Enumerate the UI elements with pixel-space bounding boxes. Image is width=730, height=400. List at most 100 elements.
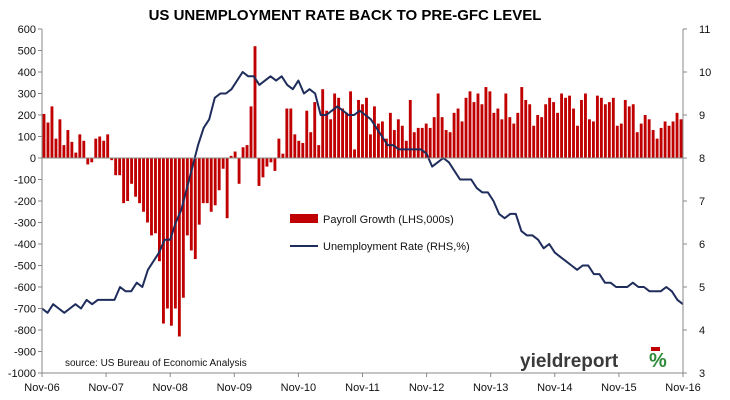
payroll-bar [46, 122, 50, 158]
payroll-bar [273, 158, 277, 171]
right-tick-label: 8 [699, 153, 705, 165]
payroll-bar [337, 97, 341, 158]
payroll-bar [261, 158, 265, 178]
payroll-bar [165, 158, 169, 309]
payroll-bar [265, 158, 269, 167]
payroll-bar [293, 134, 297, 158]
payroll-bar [611, 97, 615, 158]
left-tick-label: 300 [18, 89, 36, 101]
payroll-bar [504, 93, 508, 158]
payroll-bar [416, 127, 420, 158]
payroll-bar [651, 130, 655, 158]
payroll-bar [185, 158, 189, 236]
payroll-bar [90, 158, 94, 163]
right-tick-label: 10 [699, 67, 711, 79]
payroll-bar [556, 112, 560, 158]
left-tick-label: 200 [18, 110, 36, 122]
payroll-bar [436, 93, 440, 158]
left-tick-label: 400 [18, 67, 36, 79]
payroll-bar [635, 132, 639, 158]
payroll-bar [70, 141, 74, 159]
payroll-bar [464, 97, 468, 158]
payroll-bar [448, 132, 452, 158]
payroll-bar [209, 158, 213, 212]
payroll-bar [317, 145, 321, 158]
payroll-bar [142, 158, 145, 212]
right-tick-label: 4 [699, 325, 705, 337]
payroll-bar [532, 125, 536, 158]
payroll-bar [663, 121, 667, 158]
payroll-bar [392, 130, 396, 158]
payroll-bar [544, 104, 548, 158]
payroll-bar [74, 152, 78, 159]
payroll-bar [671, 121, 675, 158]
payroll-bars [42, 46, 683, 337]
payroll-bar [257, 158, 261, 186]
left-tick-label: -800 [14, 325, 36, 337]
payroll-bar [66, 130, 70, 158]
x-tick-label: Nov-14 [537, 382, 572, 394]
payroll-bar [50, 106, 54, 158]
payroll-bar [229, 155, 233, 158]
logo-percent-icon: % [649, 350, 667, 372]
payroll-bar [496, 108, 500, 158]
payroll-bar [345, 112, 349, 158]
payroll-bar [512, 123, 516, 158]
payroll-bar [679, 119, 683, 158]
payroll-bar [548, 97, 552, 158]
right-tick-label: 3 [699, 368, 705, 380]
payroll-bar [146, 158, 149, 223]
payroll-bar [584, 93, 587, 158]
payroll-bar [603, 104, 607, 158]
payroll-bar [412, 132, 416, 158]
left-tick-label: -500 [14, 261, 36, 273]
payroll-bar [591, 121, 595, 158]
payroll-bar [536, 115, 540, 158]
x-tick-label: Nov-16 [665, 382, 700, 394]
left-tick-label: -600 [14, 282, 36, 294]
payroll-bar [492, 112, 496, 158]
x-tick-label: Nov-07 [88, 382, 123, 394]
right-tick-label: 6 [699, 239, 705, 251]
payroll-bar [357, 99, 360, 158]
payroll-bar [520, 87, 524, 158]
payroll-bar [333, 93, 337, 158]
payroll-bar [552, 102, 556, 158]
payroll-bar [615, 125, 619, 158]
payroll-bar [619, 123, 623, 158]
payroll-bar [568, 95, 571, 158]
payroll-bar [528, 104, 532, 158]
x-tick-label: Nov-09 [217, 382, 252, 394]
payroll-bar [349, 91, 352, 158]
left-tick-label: -700 [14, 304, 36, 316]
payroll-bar [396, 119, 400, 158]
x-tick-label: Nov-11 [345, 382, 380, 394]
payroll-bar [106, 134, 110, 158]
payroll-bar [440, 117, 444, 158]
payroll-bar [373, 106, 376, 158]
payroll-bar [588, 119, 591, 158]
x-tick-label: Nov-08 [152, 382, 187, 394]
left-tick-label: 0 [30, 153, 36, 165]
payroll-bar [169, 158, 173, 326]
payroll-bar [253, 46, 257, 159]
left-tick-label: -200 [14, 196, 36, 208]
axes: 600 500 400 300 200 100 0 -100 -200 -300 -400 -500 -… [8, 24, 711, 394]
payroll-bar [58, 119, 62, 158]
payroll-bar [572, 108, 575, 158]
payroll-bar [277, 138, 281, 158]
payroll-bar [595, 95, 599, 158]
payroll-bar [643, 115, 647, 158]
payroll-bar [289, 108, 293, 158]
payroll-bar [560, 93, 564, 158]
payroll-bar [158, 158, 161, 262]
left-tick-label: -1000 [8, 368, 36, 380]
payroll-bar [86, 158, 90, 165]
payroll-bar [102, 140, 106, 158]
payroll-bar [237, 158, 241, 184]
legend: Payroll Growth (LHS,000s) Unemployment R… [290, 214, 470, 253]
payroll-bar [369, 134, 372, 158]
left-tick-label: -900 [14, 347, 36, 359]
payroll-bar [476, 93, 480, 158]
